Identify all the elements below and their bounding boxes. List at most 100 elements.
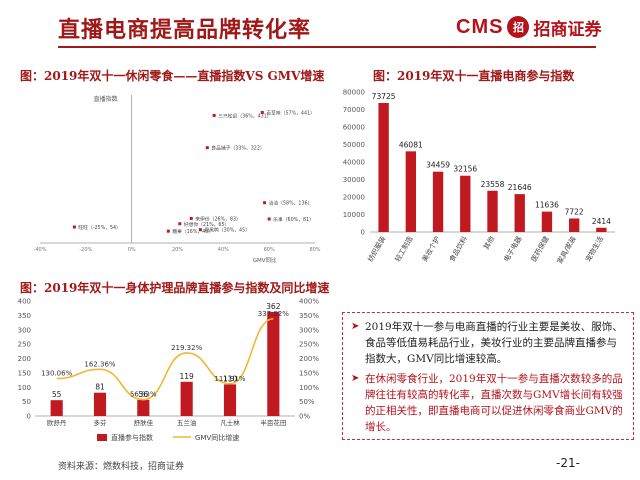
bar-rect <box>541 211 553 232</box>
body-care-combo-chart: 0 50 100 150 200 250 300 350 400 0% 50% 100% 150% 200… <box>18 298 320 443</box>
info-paragraph-1-text: 2019年双十一参与电商直播的行业主要是美妆、服饰、食品等低值易耗品行业，美妆行… <box>365 321 623 365</box>
bar-rect <box>378 102 389 232</box>
bar-rect <box>460 175 471 232</box>
combo-line-label: 111.91% <box>214 375 245 383</box>
fig2-title: 图：2019年双十一直播电商参与指数 <box>373 69 575 83</box>
scatter-chart: 直播指数 GMV同比 -40% -20% 0% 20% 40% 60% 80% 百草味（57%，4… <box>34 95 321 264</box>
bar-y-tick: 60000 <box>343 124 365 132</box>
header-divider <box>58 46 596 48</box>
combo-y-tick: 100 <box>18 384 31 392</box>
bar-value-label: 32156 <box>453 165 477 174</box>
bar-value-label: 7722 <box>565 207 584 216</box>
combo-growth-line <box>56 318 274 401</box>
bar-category-label: 宠物生活 <box>583 235 605 264</box>
scatter-x-tick: 20% <box>172 247 183 253</box>
scatter-point <box>72 225 76 229</box>
scatter-point <box>212 113 216 117</box>
bar-value-label: 2414 <box>592 217 611 226</box>
combo-y-tick: 150 <box>18 369 31 377</box>
combo-category-label: 舒肤佳 <box>134 418 154 427</box>
page-number: -21- <box>556 456 580 470</box>
info-paragraph-2-text: 在休闲零食行业，2019年双十一参与直播次数较多的品牌往往有较高的转化率，直播次… <box>365 373 623 433</box>
scatter-point-label: 百草味（57%，441） <box>266 109 315 116</box>
scatter-point <box>198 228 202 232</box>
legend-bar-label: 直播参与指数 <box>111 433 153 442</box>
combo-y-tick: 0 <box>27 413 31 421</box>
combo-category-label: 半亩花田 <box>260 418 286 427</box>
scatter-point <box>267 217 271 221</box>
scatter-point-label: 三只松鼠（36%，431） <box>218 112 271 119</box>
bar-y-tick: 40000 <box>343 159 365 167</box>
combo-y-tick: 350 <box>18 312 31 320</box>
scatter-point-label: 周黑鸭（30%，45） <box>204 227 250 234</box>
scatter-point-label: 良品铺子（33%，322） <box>211 145 264 152</box>
bar-rect <box>568 218 580 232</box>
scatter-x-tick: 40% <box>218 247 229 253</box>
scatter-x-tick: 0% <box>128 247 136 253</box>
scatter-point <box>263 201 267 205</box>
bar-y-tick: 50000 <box>343 141 365 149</box>
scatter-point-label: 来伊份（26%，83） <box>195 215 241 222</box>
combo-line-label: 219.32% <box>171 344 202 352</box>
participation-bar-chart: 0 10000 20000 30000 40000 50000 60000 70000 8000… <box>343 89 615 266</box>
scatter-point-label: 旺旺（-25%，54） <box>78 225 120 231</box>
combo-line-label: 130.06% <box>41 370 72 378</box>
bar-category-label: 医药保健 <box>529 235 551 264</box>
bar-y-tick: 20000 <box>343 194 365 202</box>
bar-category-label: 电子电器 <box>502 235 524 264</box>
combo-line-label: 337.82% <box>258 310 289 318</box>
bar-category-label: 家具/家装 <box>555 235 578 266</box>
fig3-title: 图：2019年双十一身体护理品牌直播参与指数及同比增速 <box>20 281 330 295</box>
logo-cn-text: 招商证券 <box>533 19 602 40</box>
bullet-arrow-icon: ➤ <box>351 373 360 384</box>
bar-category-label: 其他 <box>481 235 496 252</box>
logo-text: CMS <box>456 15 504 38</box>
scatter-point <box>205 146 209 150</box>
combo-y2-tick: 400% <box>299 298 319 306</box>
scatter-x-tick: 60% <box>264 247 275 253</box>
logo-mark-icon: 招 <box>507 16 530 38</box>
bar-y-tick: 0 <box>361 229 365 237</box>
page-title: 直播电商提高品牌转化率 <box>58 18 312 43</box>
combo-bar-label: 81 <box>95 383 105 392</box>
combo-line-label: 162.36% <box>84 360 115 368</box>
scatter-point-label: 糖果（16%，40） <box>172 228 213 235</box>
bar-y-tick: 70000 <box>343 106 365 114</box>
combo-y-tick: 250 <box>18 341 31 349</box>
bar-rect <box>514 194 525 232</box>
combo-bar-label: 56 <box>139 390 149 399</box>
combo-line-label: 56.83% <box>130 391 157 399</box>
scatter-point <box>189 216 193 220</box>
bar-value-label: 23558 <box>481 180 505 189</box>
combo-y2-tick: 100% <box>299 384 319 392</box>
bar-y-tick: 80000 <box>343 89 365 97</box>
combo-bar <box>50 400 63 416</box>
scatter-point-label: 洽洽（58%，136） <box>269 200 313 207</box>
combo-bar-label: 119 <box>180 372 195 381</box>
brand-logo: CMS 招 招商证券 <box>456 14 601 40</box>
bar-y-tick: 30000 <box>343 176 365 184</box>
combo-bar <box>93 392 107 416</box>
info-box: ➤ 2019年双十一参与电商直播的行业主要是美妆、服饰、食品等低值易耗品行业，美… <box>342 312 634 440</box>
legend-bar-swatch <box>97 434 107 441</box>
bar-y-tick: 10000 <box>343 211 365 219</box>
bar-value-label: 46081 <box>399 140 423 149</box>
combo-category-label: 欧舒丹 <box>47 418 67 427</box>
bar-category-label: 纺织服装 <box>366 235 388 264</box>
combo-y2-tick: 300% <box>299 326 319 334</box>
combo-category-label: 五兰油 <box>177 418 197 427</box>
combo-bar-label: 55 <box>52 390 62 399</box>
bar-value-label: 11636 <box>535 201 559 210</box>
combo-bar <box>223 384 237 416</box>
bar-rect <box>487 190 498 232</box>
combo-y2-tick: 350% <box>299 312 319 320</box>
scatter-x-tick: 80% <box>309 247 320 253</box>
scatter-point <box>260 110 264 114</box>
info-paragraph-2: ➤ 在休闲零食行业，2019年双十一参与直播次数较多的品牌往往有较高的转化率，直… <box>351 371 625 435</box>
bar-category-label: 食品饮料 <box>447 235 469 264</box>
combo-y-tick: 50 <box>22 398 31 406</box>
combo-y2-tick: 150% <box>299 369 319 377</box>
bullet-arrow-icon: ➤ <box>351 321 360 332</box>
combo-y2-tick: 0% <box>299 413 310 421</box>
combo-y2-tick: 50% <box>299 398 315 406</box>
